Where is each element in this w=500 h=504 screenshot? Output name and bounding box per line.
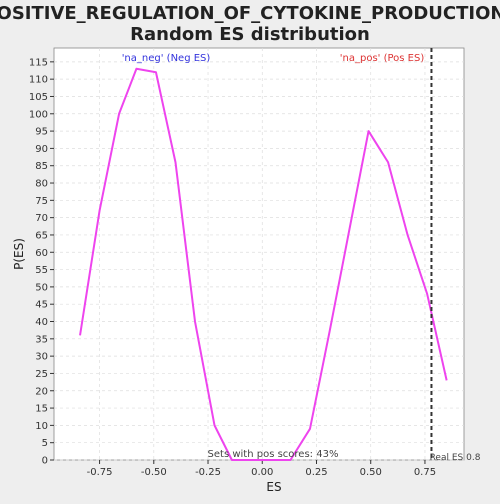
axes: 0 5 10 15 20 25 30 35 40 45 50 55 60 65 70 75 80 85 90 95 10…	[29, 57, 436, 478]
x-tick-label: -0.25	[195, 467, 221, 478]
y-tick-label: 55	[35, 265, 48, 276]
x-axis-label: ES	[266, 480, 281, 494]
y-tick-label: 85	[35, 161, 48, 172]
y-tick-label: 45	[35, 300, 48, 311]
chart-title-line-1: POSITIVE_REGULATION_OF_CYTOKINE_PRODUCTI…	[0, 3, 500, 24]
y-tick-label: 15	[35, 404, 48, 415]
y-axis-label: P(ES)	[12, 238, 26, 270]
y-tick-label: 60	[35, 248, 48, 259]
y-tick-label: 35	[35, 334, 48, 345]
x-tick-label: 0.25	[305, 467, 327, 478]
y-tick-label: 10	[35, 421, 48, 432]
y-tick-label: 115	[29, 57, 48, 68]
real-es-label: Real ES 0.8	[430, 453, 481, 463]
x-tick-label: 0.50	[360, 467, 382, 478]
y-tick-label: 0	[42, 456, 48, 467]
plot-area	[53, 47, 465, 461]
y-tick-label: 110	[29, 75, 48, 86]
x-tick-label: -0.75	[87, 467, 113, 478]
series-line	[79, 67, 448, 461]
y-tick-label: 20	[35, 386, 48, 397]
chart-title-line-2: Random ES distribution	[130, 24, 370, 45]
x-tick-label: 0.75	[414, 467, 436, 478]
y-tick-label: 50	[35, 282, 48, 293]
pos-scores-text: Sets with pos scores: 43%	[208, 449, 339, 460]
series-layer	[79, 67, 448, 461]
y-tick-label: 100	[29, 109, 48, 120]
y-tick-label: 40	[35, 317, 48, 328]
y-tick-label: 75	[35, 196, 48, 207]
pos-es-label: 'na_pos' (Pos ES)	[340, 53, 425, 64]
neg-es-label: 'na_neg' (Neg ES)	[122, 53, 211, 64]
x-tick-label: 0.00	[251, 467, 273, 478]
y-tick-label: 105	[29, 92, 48, 103]
y-tick-label: 5	[42, 438, 48, 449]
y-tick-label: 90	[35, 144, 48, 155]
y-tick-label: 25	[35, 369, 48, 380]
y-tick-label: 65	[35, 230, 48, 241]
grid-lines	[54, 48, 464, 461]
y-tick-label: 70	[35, 213, 48, 224]
y-tick-label: 30	[35, 352, 48, 363]
y-tick-label: 95	[35, 127, 48, 138]
x-tick-label: -0.50	[141, 467, 167, 478]
y-tick-label: 80	[35, 179, 48, 190]
